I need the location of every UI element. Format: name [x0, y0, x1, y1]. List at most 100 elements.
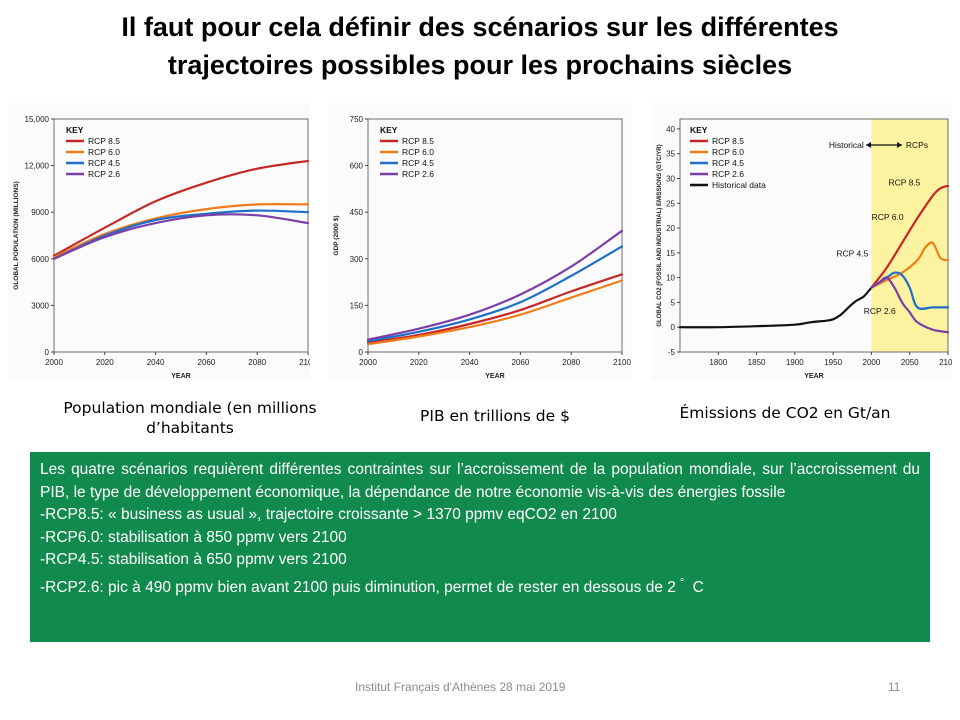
emissions-chart: -5 0 5 10 15 20 25 30 35 40 1800 1850 1900 1950 2000 20…: [657, 118, 952, 380]
annotation-historical: Historical: [829, 140, 864, 150]
page-number: 11: [888, 680, 901, 694]
x-tick-label: 2000: [45, 358, 63, 367]
series-line-historical-data: [678, 286, 873, 329]
series-line-rcp-8-5: [52, 159, 310, 257]
y-tick-label: 0: [359, 348, 364, 357]
legend-label: Historical data: [712, 180, 766, 190]
scenario-rcp45: -RCP4.5: stabilisation à 650 ppmv vers 2…: [40, 551, 347, 568]
celsius-unit: C: [692, 578, 704, 596]
y-axis-title: GDP (2000 $): [333, 216, 340, 256]
x-tick-label: 2040: [461, 358, 479, 367]
series-line-rcp-8-5: [366, 273, 624, 344]
x-tick-label: 1950: [824, 358, 842, 367]
series-line-rcp-6-0: [52, 202, 310, 259]
x-tick-label: 2080: [248, 358, 266, 367]
y-tick-label: 0: [671, 323, 676, 332]
y-axis-title: GLOBAL POPULATION (MILLIONS): [13, 181, 20, 289]
y-tick-label: 20: [666, 224, 675, 233]
annotation-rcp26: RCP 2.6: [864, 306, 896, 316]
y-tick-label: 15,000: [25, 115, 50, 124]
population-chart-panel: 0 3000 6000 9000 12,000 15,000 2000 2020 2040 206…: [8, 103, 310, 380]
y-tick-label: 300: [350, 255, 364, 264]
x-tick-label: 2000: [359, 358, 377, 367]
x-tick-label: 2040: [147, 358, 165, 367]
slide-title-line2: trajectoires possibles pour les prochain…: [167, 50, 793, 80]
gdp-caption: PIB en trillions de $: [420, 407, 570, 425]
y-tick-label: 450: [350, 208, 364, 217]
legend-label: RCP 6.0: [88, 147, 120, 157]
series-line-rcp-2-6: [52, 213, 310, 260]
x-tick-label: 1900: [786, 358, 804, 367]
y-tick-label: 750: [350, 115, 364, 124]
series-line-rcp-8-5: [870, 184, 950, 289]
x-tick-label: 2100: [613, 358, 631, 367]
scenario-rcp26-text: -RCP2.6: pic à 490 ppmv bien avant 2100 …: [40, 578, 676, 596]
plot-frame: [367, 118, 623, 353]
annotation-rcps: RCPs: [906, 140, 928, 150]
y-tick-label: 5: [671, 298, 676, 307]
y-tick-label: 25: [666, 199, 675, 208]
slide-title: Il faut pour cela définir des scénarios …: [0, 8, 960, 84]
y-tick-label: -5: [668, 348, 676, 357]
annotation-rcp45: RCP 4.5: [836, 248, 868, 258]
legend-label: RCP 2.6: [88, 169, 120, 179]
slide-title-line1: Il faut pour cela définir des scénarios …: [121, 12, 839, 42]
population-caption-line2: d’habitants: [146, 419, 234, 437]
legend-label: RCP 2.6: [402, 169, 434, 179]
emissions-chart-panel: -5 0 5 10 15 20 25 30 35 40 1800 1850 1900 1950 2000 20…: [652, 103, 952, 380]
y-tick-label: 3000: [31, 301, 49, 310]
x-tick-label: 2100: [939, 358, 952, 367]
rcp-period-highlight: [871, 119, 948, 352]
x-tick-label: 2020: [96, 358, 114, 367]
x-axis-title: YEAR: [485, 373, 504, 380]
y-tick-label: 40: [666, 125, 675, 134]
y-axis-title: GLOBAL CO2 (FOSSIL AND INDUSTRIAL) EMISS…: [657, 144, 663, 326]
emissions-caption: Émissions de CO2 en Gt/an: [679, 404, 891, 422]
x-tick-label: 1850: [748, 358, 766, 367]
scenario-textbox: Les quatre scénarios requièrent différen…: [30, 452, 930, 642]
series-line-rcp-2-6: [366, 229, 624, 341]
plot-frame: [679, 118, 949, 353]
gdp-chart: 0 150 300 450 600 750 2000 2020 2040 2060 2080 2100…: [333, 115, 631, 380]
x-tick-label: 2100: [299, 358, 310, 367]
annotation-rcp60: RCP 6.0: [872, 212, 904, 222]
x-tick-label: 2020: [410, 358, 428, 367]
series-line-rcp-6-0: [366, 279, 624, 346]
y-tick-label: 12,000: [25, 162, 50, 171]
x-tick-label: 2080: [562, 358, 580, 367]
y-tick-label: 150: [350, 301, 364, 310]
annotation-arrowhead-right: [897, 142, 903, 148]
scenario-rcp26: -RCP2.6: pic à 490 ppmv bien avant 2100 …: [40, 572, 920, 600]
annotation-arrowhead-left: [866, 142, 872, 148]
x-tick-label: 2060: [198, 358, 216, 367]
population-caption: Population mondiale (en millions d’habit…: [40, 398, 340, 438]
population-chart: 0 3000 6000 9000 12,000 15,000 2000 2020 2040 206…: [13, 115, 310, 380]
gdp-chart-panel: 0 150 300 450 600 750 2000 2020 2040 2060 2080 2100…: [328, 103, 632, 380]
footer-text: Institut Français d'Athènes 28 mai 2019: [355, 680, 566, 694]
legend-label: RCP 8.5: [712, 136, 744, 146]
y-tick-label: 600: [350, 162, 364, 171]
legend-label: RCP 8.5: [88, 136, 120, 146]
legend-label: RCP 4.5: [712, 158, 744, 168]
legend-label: RCP 4.5: [402, 158, 434, 168]
legend-label: RCP 2.6: [712, 169, 744, 179]
plot-frame: [53, 118, 309, 353]
annotation-rcp85: RCP 8.5: [888, 177, 920, 187]
legend-label: RCP 8.5: [402, 136, 434, 146]
legend-label: RCP 6.0: [402, 147, 434, 157]
degree-symbol: °: [679, 576, 685, 589]
x-tick-label: 2000: [863, 358, 881, 367]
y-tick-label: 10: [666, 274, 675, 283]
x-tick-label: 2060: [512, 358, 530, 367]
legend-title: KEY: [66, 125, 84, 135]
legend-title: KEY: [690, 125, 708, 135]
y-tick-label: 6000: [31, 255, 49, 264]
legend-label: RCP 4.5: [88, 158, 120, 168]
series-line-rcp-4-5: [52, 209, 310, 260]
y-tick-label: 15: [666, 249, 675, 258]
y-tick-label: 9000: [31, 208, 49, 217]
scenario-intro: Les quatre scénarios requièrent différen…: [40, 461, 920, 501]
series-line-rcp-4-5: [366, 245, 624, 343]
y-tick-label: 30: [666, 174, 675, 183]
scenario-rcp60: -RCP6.0: stabilisation à 850 ppmv vers 2…: [40, 528, 347, 546]
